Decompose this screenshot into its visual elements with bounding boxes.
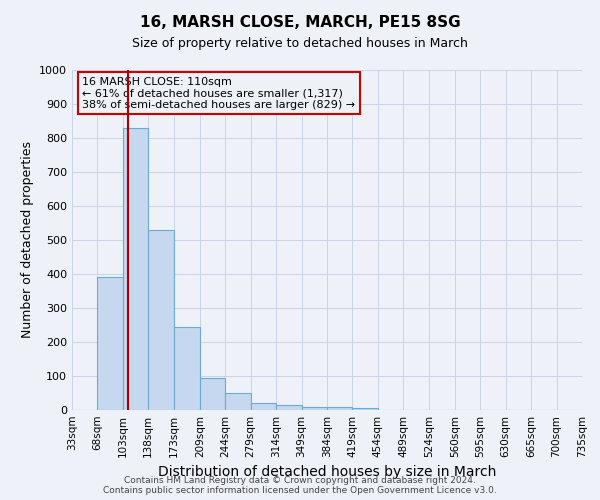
Bar [174, 326, 200, 410]
Bar [200, 378, 225, 410]
X-axis label: Distribution of detached houses by size in March: Distribution of detached houses by size … [158, 466, 496, 479]
Text: Size of property relative to detached houses in March: Size of property relative to detached ho… [132, 38, 468, 51]
Text: Contains HM Land Registry data © Crown copyright and database right 2024.
Contai: Contains HM Land Registry data © Crown c… [103, 476, 497, 495]
Text: 16 MARSH CLOSE: 110sqm
← 61% of detached houses are smaller (1,317)
38% of semi-: 16 MARSH CLOSE: 110sqm ← 61% of detached… [82, 77, 355, 110]
Bar [97, 278, 123, 410]
Bar [123, 128, 148, 410]
Bar [148, 230, 174, 410]
Bar [251, 403, 276, 410]
Bar [352, 408, 378, 410]
Bar [225, 393, 251, 410]
Bar [327, 408, 352, 410]
Text: 16, MARSH CLOSE, MARCH, PE15 8SG: 16, MARSH CLOSE, MARCH, PE15 8SG [140, 15, 460, 30]
Bar [276, 405, 302, 410]
Y-axis label: Number of detached properties: Number of detached properties [20, 142, 34, 338]
Bar [302, 406, 327, 410]
